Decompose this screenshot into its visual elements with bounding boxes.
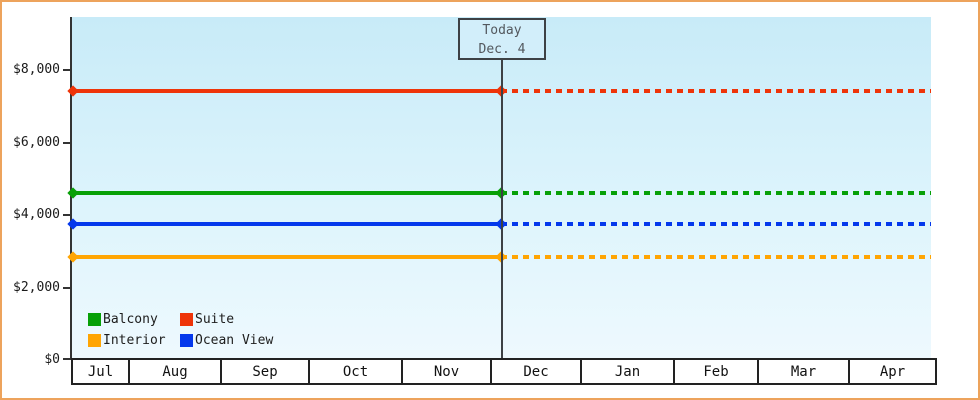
x-axis-month-cell: Apr: [879, 363, 906, 380]
legend-label: Interior: [103, 332, 166, 348]
x-axis-month-cell: Nov: [403, 360, 492, 383]
y-tick-label: $6,000: [13, 135, 60, 150]
today-annotation: Today Dec. 4: [458, 18, 546, 60]
x-axis-month-band: Jul Aug Sep Oct Nov Dec Jan Feb Mar Apr: [71, 358, 937, 385]
suite-line-dotted: [501, 89, 931, 93]
interior-line-solid: [72, 255, 501, 259]
x-axis-month-cell: Oct: [310, 360, 403, 383]
legend-label: Ocean View: [195, 332, 274, 348]
today-line: [501, 60, 503, 358]
today-label: Today: [482, 23, 522, 38]
y-tick-4000: [63, 214, 71, 216]
y-tick-6000: [63, 142, 71, 144]
y-tick-label: $8,000: [13, 62, 60, 77]
today-date-label: Dec. 4: [478, 42, 526, 57]
y-tick-label: $0: [44, 352, 60, 367]
legend-label: Suite: [195, 311, 235, 327]
x-axis-month-cell: Feb: [675, 360, 759, 383]
x-axis-month-cell: Aug: [130, 360, 222, 383]
y-tick-8000: [63, 69, 71, 71]
y-tick-label: $4,000: [13, 207, 60, 222]
suite-line-solid: [72, 89, 501, 93]
balcony-swatch-icon: [88, 312, 101, 326]
x-axis-month-cell: Jan: [582, 360, 675, 383]
ocean-view-line-solid: [72, 222, 501, 226]
interior-line-dotted: [501, 255, 931, 259]
x-axis-month-cell: Dec: [492, 360, 582, 383]
balcony-line-dotted: [501, 191, 931, 195]
balcony-line-solid: [72, 191, 501, 195]
interior-swatch-icon: [88, 333, 101, 347]
ocean-view-swatch-icon: [180, 333, 193, 347]
ocean-view-line-dotted: [501, 222, 931, 226]
x-axis-month-cell: Mar: [759, 360, 850, 383]
legend-item-suite: Suite: [180, 311, 235, 327]
legend-item-balcony: Balcony: [88, 311, 158, 327]
suite-swatch-icon: [180, 312, 193, 326]
legend-item-ocean-view: Ocean View: [180, 332, 274, 348]
y-tick-2000: [63, 287, 71, 289]
y-tick-label: $2,000: [13, 280, 60, 295]
x-axis-month-cell: Jul: [73, 360, 130, 383]
legend-item-interior: Interior: [88, 332, 166, 348]
legend-label: Balcony: [103, 311, 158, 327]
y-tick-0: [63, 358, 71, 360]
x-axis-month-cell: Sep: [222, 360, 310, 383]
